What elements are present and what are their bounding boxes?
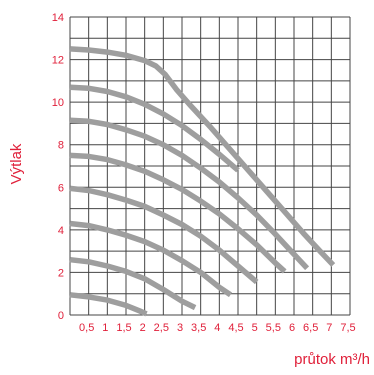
x-tick-label: 7,5 <box>340 322 355 334</box>
x-tick-label: 4 <box>214 322 220 334</box>
x-tick-label: 5 <box>252 322 258 334</box>
x-tick-label: 0,5 <box>79 322 94 334</box>
y-tick-label: 0 <box>58 310 64 322</box>
x-tick-label: 4,5 <box>228 322 243 334</box>
y-tick-label: 8 <box>58 140 64 152</box>
y-tick-label: 6 <box>58 182 64 194</box>
pump-curve <box>69 84 240 173</box>
x-tick-label: 1 <box>102 322 108 334</box>
curves <box>69 46 336 317</box>
pump-curve <box>69 220 233 298</box>
x-tick-label: 2,5 <box>154 322 169 334</box>
x-tick-label: 6 <box>289 322 295 334</box>
y-tick-label: 12 <box>52 55 64 67</box>
x-tick-label: 3 <box>177 322 183 334</box>
pump-curve <box>69 292 148 317</box>
y-tick-label: 14 <box>52 12 64 24</box>
y-tick-label: 2 <box>58 267 64 279</box>
x-tick-label: 2 <box>140 322 146 334</box>
y-axis-title: Výtlak <box>8 143 25 184</box>
pump-curve <box>69 185 259 285</box>
y-tick-label: 10 <box>52 97 64 109</box>
pump-curve <box>69 256 197 311</box>
x-tick-label: 7 <box>326 322 332 334</box>
x-tick-label: 6,5 <box>303 322 318 334</box>
x-tick-label: 3,5 <box>191 322 206 334</box>
y-tick-label: 4 <box>58 225 64 237</box>
x-tick-label: 1,5 <box>116 322 131 334</box>
x-axis-title: průtok m³/h <box>294 351 370 368</box>
y-tick-labels: 0 2 4 6 8 10 12 14 <box>52 12 64 322</box>
pump-curve <box>69 117 310 271</box>
pump-curve <box>69 152 287 274</box>
x-tick-label: 5,5 <box>266 322 281 334</box>
x-tick-labels: 0,5 1 1,5 2 2,5 3 3,5 4 4,5 5 5,5 6 6,5 7 7,5 <box>79 322 356 334</box>
pump-curve <box>69 46 336 267</box>
